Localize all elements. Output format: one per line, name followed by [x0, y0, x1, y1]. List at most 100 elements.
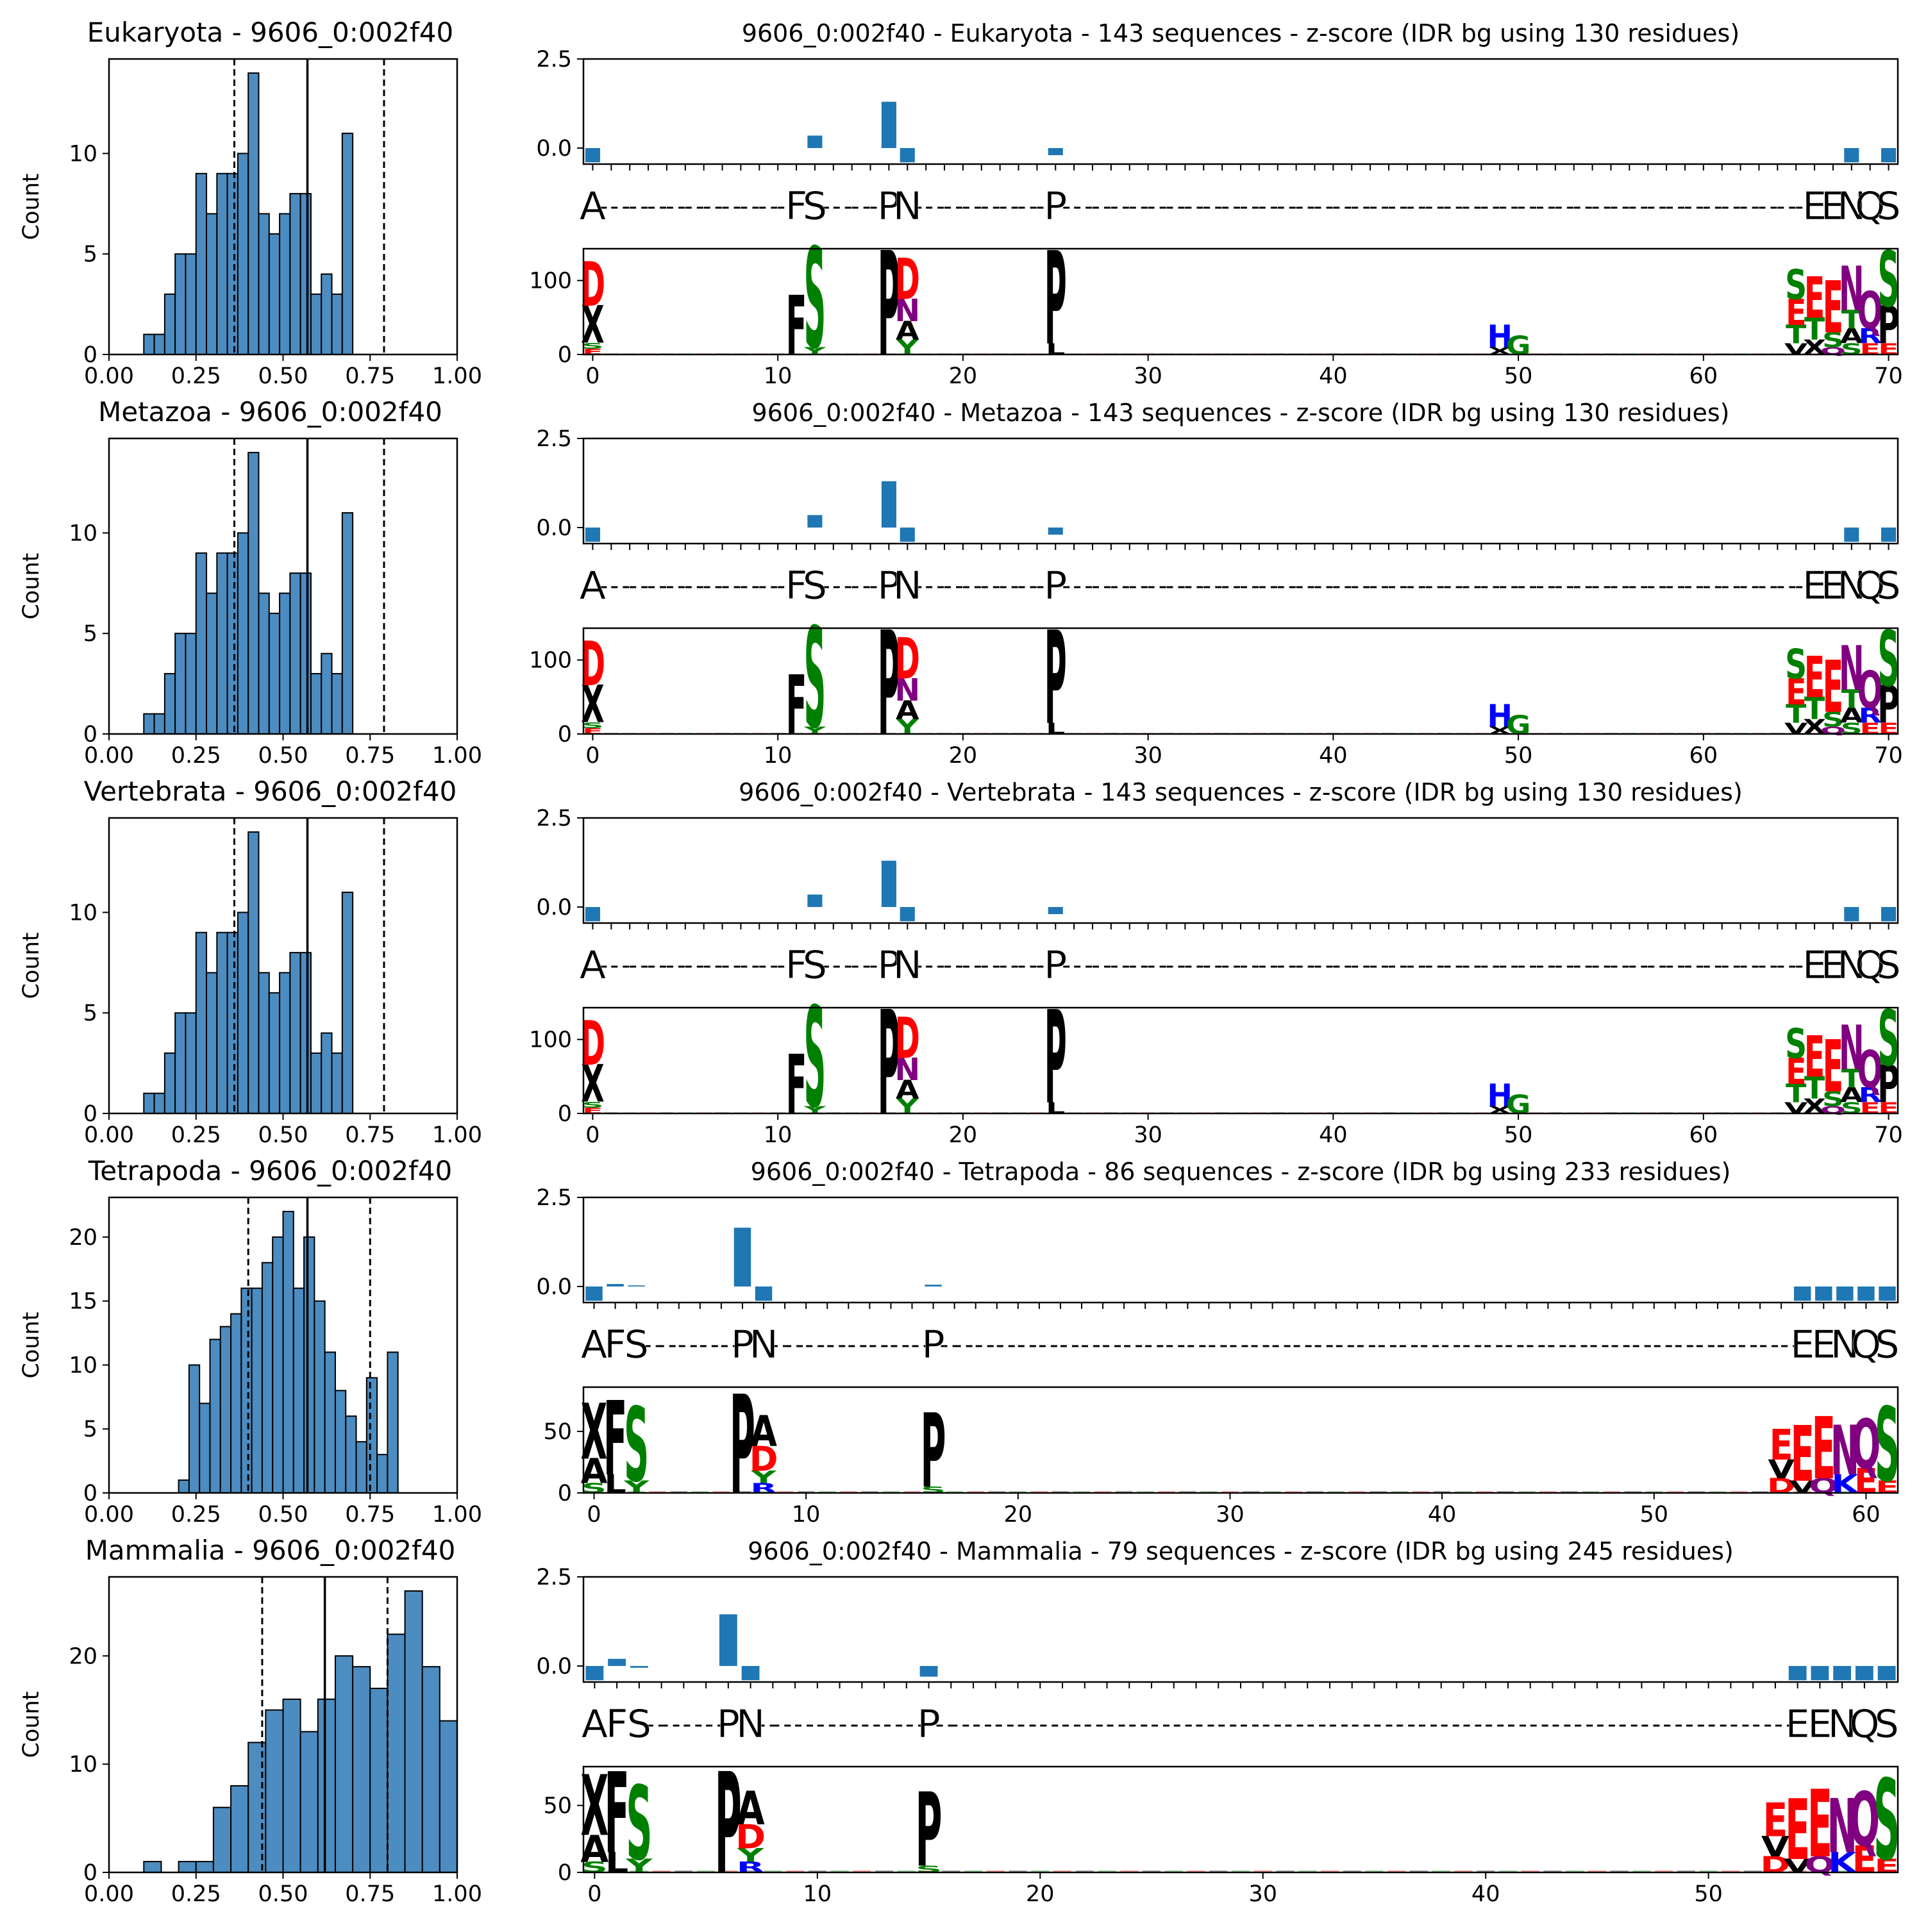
- hist-bar: [226, 931, 239, 1114]
- x-tick-label: 0.00: [84, 363, 134, 389]
- logo-background-residue: [1879, 1491, 1896, 1493]
- hist-bar: [317, 1698, 336, 1873]
- logo-background-residue: [1432, 1870, 1450, 1872]
- logo-letter: T: [1804, 312, 1825, 347]
- zscore-bar: [1788, 1665, 1807, 1681]
- motif-letter: A: [582, 1702, 608, 1747]
- logo-background-residue: [1433, 1491, 1451, 1493]
- motif-letter: N: [1837, 563, 1866, 608]
- logo-letter: P: [1044, 984, 1067, 1133]
- logo-letter: E: [1804, 265, 1825, 331]
- logo-background-residue: [1855, 1870, 1873, 1872]
- hist-bar: [212, 1806, 232, 1873]
- logo-letter: N: [1827, 1784, 1857, 1870]
- y-tick-label: 0: [83, 722, 97, 747]
- logo-background-residue: [1179, 1491, 1196, 1493]
- hist-bar: [185, 1012, 197, 1114]
- logo-letter: D: [895, 626, 920, 692]
- logo-background-residue: [607, 1491, 624, 1493]
- logo-y-tick-label: 50: [543, 1794, 572, 1819]
- hist-bar: [153, 333, 165, 356]
- logo-letter: A: [580, 1828, 609, 1871]
- zscore-title: 9606_0:002f40 - Tetrapoda - 86 sequences…: [751, 1158, 1731, 1186]
- hist-bar: [272, 1236, 284, 1494]
- logo-background-residue: [1321, 1870, 1339, 1872]
- hist-bar: [247, 72, 260, 355]
- logo-y-tick-label: 0: [558, 342, 572, 368]
- logo-background-residue: [1518, 1491, 1536, 1493]
- hist-title: Tetrapoda - 9606_0:002f40: [88, 1155, 453, 1187]
- logo-letter: X: [581, 1387, 608, 1476]
- logo-letter: F: [605, 1750, 630, 1879]
- logo-background-residue: [1645, 1491, 1663, 1493]
- y-tick-label: 5: [83, 621, 97, 647]
- motif-letter: E: [1802, 563, 1827, 608]
- logo-background-residue: [1094, 1491, 1112, 1493]
- logo-letter: E: [1770, 1421, 1793, 1470]
- zscore-title: 9606_0:002f40 - Metazoa - 143 sequences …: [752, 399, 1730, 427]
- zscore-y-tick-label: 2.5: [536, 426, 572, 452]
- logo-background-residue: [897, 1870, 916, 1872]
- logo-letter: K: [1828, 1847, 1857, 1879]
- logo-background-residue: [691, 1491, 709, 1493]
- hist-bar: [178, 1479, 190, 1494]
- hist-title: Vertebrata - 9606_0:002f40: [84, 776, 457, 807]
- hist-bar: [321, 1032, 333, 1115]
- hist-bar: [268, 612, 281, 735]
- logo-letter: S: [1785, 262, 1807, 309]
- logo-y-tick-label: 0: [558, 1860, 572, 1886]
- zscore-y-tick-label: 0.0: [536, 895, 572, 920]
- hist-bar: [195, 1861, 214, 1873]
- logo-background-residue: [1120, 1870, 1139, 1872]
- hist-bar: [334, 1390, 347, 1494]
- logo-background-residue: [967, 1491, 984, 1493]
- hist-bar: [439, 1720, 458, 1874]
- zscore-bar: [1836, 1286, 1854, 1301]
- logo-background-residue: [1543, 1870, 1562, 1872]
- zscore-bar: [807, 135, 823, 148]
- logo-background-residue: [630, 1870, 648, 1872]
- logo-background-residue: [1253, 1870, 1272, 1872]
- motif-letter: A: [581, 1322, 607, 1367]
- zscore-y-tick-label: 2.5: [536, 1565, 572, 1590]
- logo-background-residue: [1343, 1870, 1361, 1872]
- motif-letter: S: [627, 1702, 651, 1747]
- hist-bar: [341, 512, 354, 735]
- logo-background-residue: [1772, 1491, 1790, 1493]
- logo-letter: R: [1858, 324, 1881, 348]
- logo-x-tick-label: 70: [1874, 1122, 1903, 1148]
- x-tick-label: 0.25: [171, 1502, 221, 1528]
- motif-letter: Q: [1849, 1702, 1879, 1747]
- logo-letter: N: [1839, 633, 1865, 704]
- hist-bar: [143, 713, 155, 735]
- logo-background-residue: [1722, 1870, 1740, 1872]
- hist-bar: [279, 972, 291, 1114]
- logo-x-tick-label: 20: [1026, 1881, 1055, 1907]
- zscore-y-tick-label: 2.5: [536, 1185, 572, 1211]
- hist-bar: [310, 293, 323, 355]
- y-tick-label: 0: [83, 342, 97, 368]
- logo-letter: Y: [737, 1844, 765, 1866]
- hist-bar: [153, 713, 165, 735]
- zscore-bar: [919, 1665, 938, 1677]
- logo-letter: D: [580, 628, 605, 700]
- logo-letter: D: [750, 1439, 778, 1479]
- logo-x-tick-label: 40: [1428, 1502, 1457, 1528]
- logo-x-tick-label: 30: [1248, 1881, 1277, 1907]
- hist-bar: [209, 1338, 221, 1494]
- x-tick-label: 1.00: [432, 1502, 482, 1528]
- zscore-bar: [807, 515, 823, 528]
- logo-letter: E: [1763, 1794, 1788, 1847]
- logo-x-tick-label: 10: [764, 1122, 792, 1148]
- hist-bar: [174, 633, 187, 735]
- hist-bar: [174, 1012, 187, 1114]
- zscore-bar: [1833, 1665, 1852, 1681]
- motif-letter: E: [1786, 1702, 1810, 1747]
- logo-background-residue: [1476, 1491, 1493, 1493]
- hist-bar: [185, 253, 197, 355]
- x-tick-label: 0.25: [171, 363, 221, 389]
- hist-bar: [237, 912, 249, 1114]
- histogram: 0.00 0.25 0.50 0.75 1.00 0 5 10 Vertebrata - 960…: [19, 776, 482, 1148]
